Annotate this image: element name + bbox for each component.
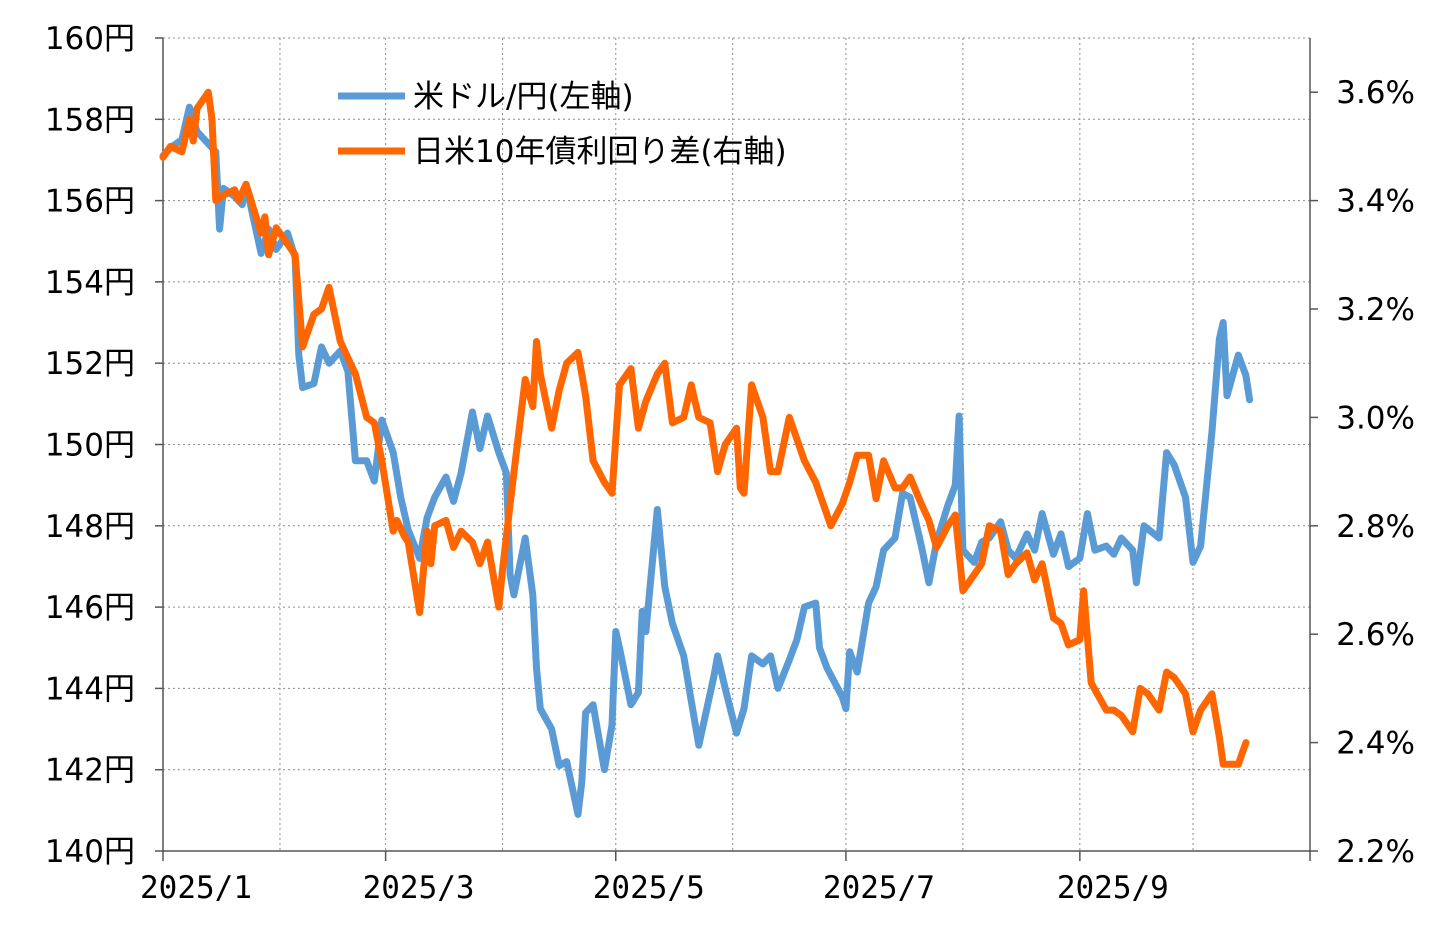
y-left-tick-label: 156円	[45, 184, 135, 220]
y-left-tick-label: 142円	[45, 753, 135, 789]
series-layer	[159, 88, 1254, 818]
y-right-tick-label: 2.4%	[1336, 726, 1415, 762]
y-left-tick-label: 154円	[45, 265, 135, 301]
x-tick-label: 2025/3	[363, 870, 475, 906]
axes-layer: 140円 142円 144円 146円 148円 150円 152円 154円 156円 158円…	[45, 21, 1415, 906]
x-tick-label: 2025/9	[1057, 870, 1169, 906]
y-right-tick-label: 3.2%	[1336, 292, 1415, 328]
x-tick-label: 2025/7	[823, 870, 935, 906]
y-right-tick-label: 2.8%	[1336, 509, 1415, 545]
y-right-tick-label: 3.4%	[1336, 184, 1415, 220]
y-right-tick-label: 2.6%	[1336, 617, 1415, 653]
y-left-tick-label: 144円	[45, 671, 135, 707]
y-right-tick-label: 3.0%	[1336, 400, 1415, 436]
y-right-tick-label: 3.6%	[1336, 75, 1415, 111]
legend-label: 米ドル/円(左軸)	[413, 79, 634, 115]
y-left-tick-label: 148円	[45, 509, 135, 545]
series-line-yield-spread	[159, 88, 1250, 768]
y-left-tick-label: 146円	[45, 590, 135, 626]
y-left-tick-label: 150円	[45, 428, 135, 464]
y-left-tick-label: 152円	[45, 346, 135, 382]
series-line-usdjpy	[159, 103, 1254, 818]
x-tick-label: 2025/1	[140, 870, 252, 906]
y-right-tick-label: 2.2%	[1336, 834, 1415, 870]
x-tick-label: 2025/5	[593, 870, 705, 906]
legend: 米ドル/円(左軸) 日米10年債利回り差(右軸)	[338, 79, 787, 170]
y-left-tick-label: 160円	[45, 21, 135, 57]
y-left-tick-label: 158円	[45, 102, 135, 138]
legend-label: 日米10年債利回り差(右軸)	[413, 134, 787, 170]
y-left-tick-label: 140円	[45, 834, 135, 870]
